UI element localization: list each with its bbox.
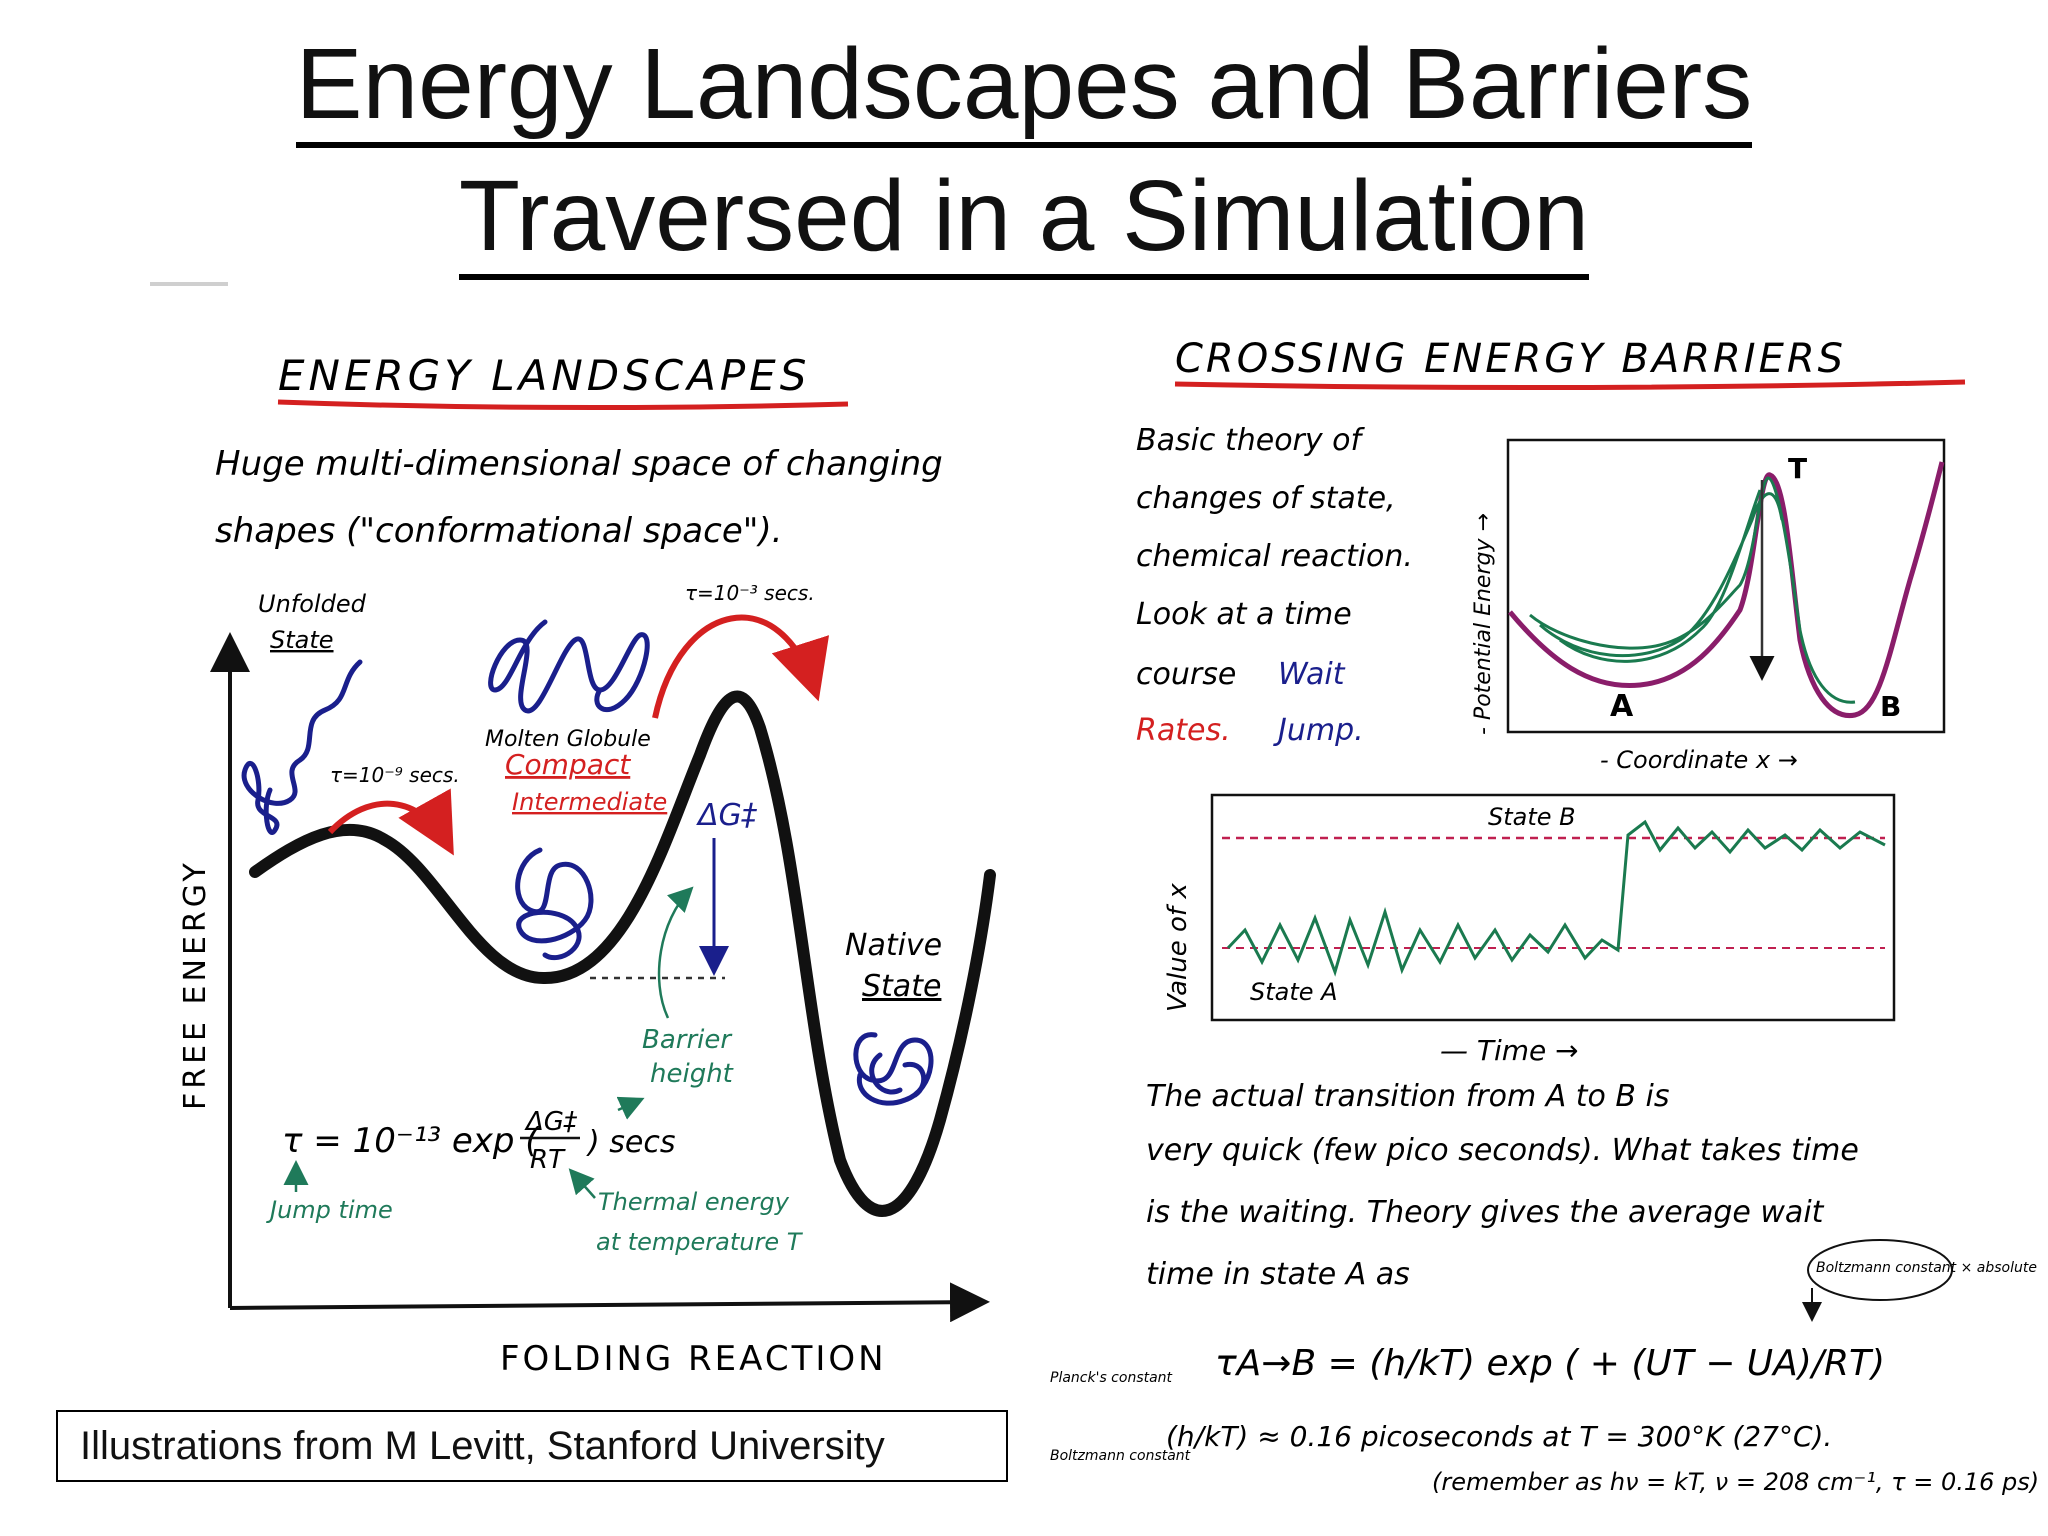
planck-label: Planck's constant	[1050, 1370, 1173, 1386]
point-b-label: B	[1880, 690, 1901, 723]
x-axis	[229, 1282, 990, 1323]
slow-time-label: τ=10⁻³ secs.	[685, 581, 815, 605]
right-text-3: chemical reaction.	[1136, 539, 1413, 574]
x-axis-label: FOLDING REACTION	[500, 1339, 887, 1379]
molten-globule-icon	[488, 619, 650, 714]
unfolded-protein-icon	[241, 659, 363, 835]
right-formula: τA→B = (h/kT) exp ( + (UT − UA)/RT)	[1215, 1343, 1885, 1384]
credit-text: Illustrations from M Levitt, Stanford Un…	[80, 1424, 885, 1468]
left-formula-numerator: ΔG‡	[524, 1107, 578, 1137]
native-label-1: Native	[845, 928, 942, 963]
molten-label-3: Intermediate	[512, 788, 667, 816]
compact-intermediate-icon	[515, 847, 594, 961]
coordinate-axis-label: - Coordinate x →	[1600, 746, 1798, 774]
point-a-label: A	[1610, 689, 1634, 724]
trajectory-traces	[1529, 476, 1856, 704]
wait-label: Wait	[1278, 657, 1346, 692]
energy-axis-label: - Potential Energy →	[1471, 513, 1496, 735]
right-formula-2: (h/kT) ≈ 0.16 picoseconds at T = 300°K (…	[1166, 1420, 1832, 1453]
credit-box: Illustrations from M Levitt, Stanford Un…	[56, 1410, 1008, 1482]
title-line-2: Traversed in a Simulation	[0, 160, 2048, 280]
slow-transition-arrow	[652, 614, 829, 719]
boltzmann-note: Boltzmann constant × absolute	[1816, 1260, 2037, 1276]
title-text-1: Energy Landscapes and Barriers	[295, 28, 1753, 148]
left-formula-end: ) secs	[586, 1125, 675, 1160]
body-line-3: is the waiting. Theory gives the average…	[1146, 1195, 1825, 1230]
barrier-label-2: height	[650, 1059, 734, 1089]
right-text-5: course	[1136, 657, 1236, 692]
rates-label: Rates.	[1136, 713, 1231, 748]
y-axis-label: FREE ENERGY	[178, 859, 213, 1110]
jump-time-label: Jump time	[266, 1196, 393, 1224]
right-heading-underline	[1174, 379, 1966, 391]
left-intro-2: shapes ("conformational space").	[215, 511, 782, 551]
molten-label-2: Compact	[505, 748, 631, 781]
right-text-4: Look at a time	[1136, 597, 1352, 632]
native-protein-icon	[853, 1032, 934, 1106]
time-axis-label: — Time →	[1440, 1034, 1579, 1067]
unfolded-label-2: State	[270, 626, 334, 654]
remember-note: (remember as hν = kT, ν = 208 cm⁻¹, τ = …	[1432, 1468, 2039, 1496]
energy-curve	[249, 690, 996, 1217]
thermal-label-2: at temperature T	[596, 1228, 804, 1256]
potential-curve	[1508, 461, 1945, 719]
barrier-label-1: Barrier	[642, 1025, 733, 1055]
fast-time-label: τ=10⁻⁹ secs.	[330, 763, 460, 787]
formula-barrier-link	[616, 1096, 645, 1120]
potential-energy-box	[1506, 438, 1946, 734]
value-trace	[1226, 819, 1886, 977]
title-text-2: Traversed in a Simulation	[458, 160, 1590, 280]
native-label-2: State	[862, 969, 941, 1004]
fast-transition-arrow	[327, 788, 454, 856]
delta-g-label: ΔG‡	[696, 798, 758, 833]
thermal-pointer	[568, 1168, 596, 1199]
boltzmann-label: Boltzmann constant	[1050, 1448, 1191, 1464]
state-b-label: State B	[1488, 803, 1576, 831]
unfolded-label-1: Unfolded	[258, 590, 367, 618]
body-line-4: time in state A as	[1146, 1257, 1410, 1292]
left-intro-1: Huge multi-dimensional space of changing	[215, 444, 943, 484]
boltzmann-note-bubble	[1807, 1239, 1953, 1301]
right-text-2: changes of state,	[1136, 481, 1396, 516]
jump-label: Jump.	[1273, 713, 1364, 748]
molten-label-1: Molten Globule	[485, 727, 651, 752]
right-heading: CROSSING ENERGY BARRIERS	[1175, 336, 1846, 382]
body-line-1: The actual transition from A to B is	[1146, 1079, 1670, 1114]
barrier-pointer	[657, 886, 694, 1019]
left-heading-underline	[277, 399, 849, 411]
title-line-1: Energy Landscapes and Barriers	[0, 28, 2048, 148]
body-line-2: very quick (few pico seconds). What take…	[1146, 1133, 1859, 1168]
left-formula-denominator: RT	[530, 1145, 566, 1175]
state-a-label: State A	[1250, 978, 1338, 1006]
thermal-label-1: Thermal energy	[598, 1188, 790, 1216]
value-axis-label: Value of x	[1163, 883, 1193, 1012]
right-text-1: Basic theory of	[1136, 423, 1366, 458]
time-course-box	[1210, 793, 1896, 1022]
left-formula-start: τ = 10⁻¹³ exp (	[282, 1121, 540, 1161]
point-t-label: T	[1788, 452, 1807, 485]
left-heading: ENERGY LANDSCAPES	[278, 351, 810, 400]
